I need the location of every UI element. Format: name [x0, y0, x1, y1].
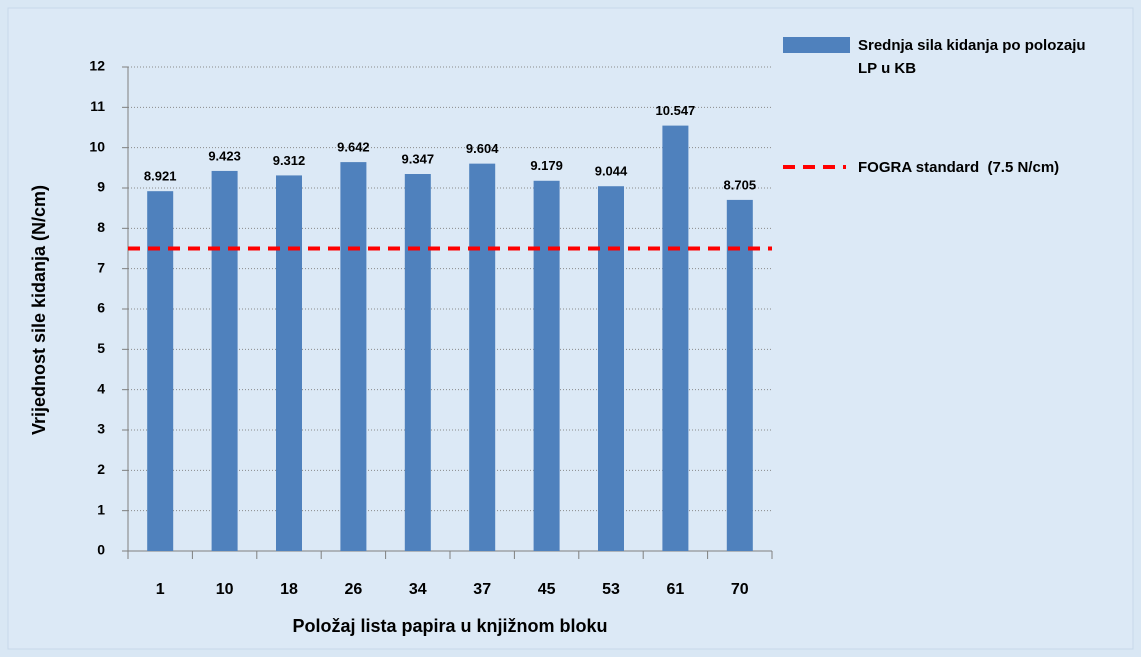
x-tick-label: 45 — [538, 581, 556, 598]
bar — [147, 191, 174, 551]
y-tick-label: 4 — [97, 380, 105, 396]
y-tick-label: 8 — [97, 219, 105, 235]
x-tick-label: 61 — [667, 581, 685, 598]
x-tick-label: 53 — [602, 581, 620, 598]
data-label: 9.642 — [337, 140, 370, 155]
y-tick-label: 10 — [89, 138, 105, 154]
data-label: 9.423 — [208, 148, 241, 163]
x-tick-label: 70 — [731, 581, 749, 598]
data-label: 8.705 — [724, 177, 757, 192]
y-tick-label: 11 — [90, 98, 105, 114]
data-label: 9.044 — [595, 164, 628, 179]
y-tick-label: 2 — [97, 461, 105, 477]
data-label: 8.921 — [144, 169, 177, 184]
data-label: 9.347 — [402, 151, 435, 166]
y-tick-label: 9 — [97, 179, 105, 195]
bar — [340, 162, 367, 551]
x-tick-label: 37 — [473, 581, 491, 598]
y-tick-label: 3 — [97, 421, 105, 437]
y-tick-label: 6 — [97, 300, 105, 316]
x-tick-label: 1 — [156, 581, 165, 598]
bar — [469, 163, 496, 551]
bar — [662, 125, 689, 551]
x-axis-label: Položaj lista papira u knjižnom bloku — [292, 616, 607, 636]
data-label: 9.312 — [273, 153, 306, 168]
bar — [276, 175, 302, 551]
y-tick-label: 7 — [97, 259, 105, 275]
x-tick-label: 18 — [280, 581, 298, 598]
bar — [211, 170, 238, 551]
y-axis-label: Vrijednost sile kidanja (N/cm) — [29, 185, 49, 435]
bar — [404, 174, 431, 551]
x-tick-label: 34 — [409, 581, 427, 598]
y-tick-label: 5 — [97, 340, 105, 356]
x-tick-label: 26 — [345, 581, 363, 598]
legend-label: FOGRA standard (7.5 N/cm) — [858, 159, 1060, 176]
bar — [726, 199, 753, 552]
bar — [598, 186, 624, 551]
data-label: 9.604 — [466, 141, 499, 156]
data-label: 10.547 — [656, 103, 696, 118]
chart-background — [7, 7, 1134, 650]
legend-label: Srednja sila kidanja po polozaju LP u KB — [858, 37, 1086, 77]
bar — [533, 180, 560, 551]
data-label: 9.179 — [530, 158, 563, 173]
y-tick-label: 0 — [97, 542, 105, 558]
x-tick-label: 10 — [216, 581, 234, 598]
y-tick-label: 1 — [97, 501, 105, 517]
y-tick-label: 12 — [89, 58, 105, 74]
legend-swatch — [783, 37, 850, 53]
